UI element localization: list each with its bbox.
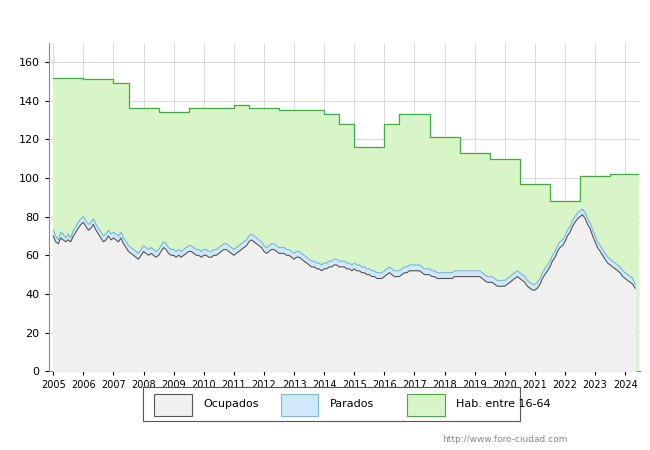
Text: Budia  -  Evolucion de la poblacion en edad de Trabajar Mayo de 2024: Budia - Evolucion de la poblacion en eda… [64, 13, 586, 26]
Text: Ocupados: Ocupados [203, 399, 259, 409]
Text: Parados: Parados [330, 399, 374, 409]
Bar [407, 394, 445, 416]
Text: Hab. entre 16-64: Hab. entre 16-64 [456, 399, 551, 409]
Text: http://www.foro-ciudad.com: http://www.foro-ciudad.com [442, 435, 567, 444]
Bar [281, 394, 318, 416]
Bar [154, 394, 192, 416]
